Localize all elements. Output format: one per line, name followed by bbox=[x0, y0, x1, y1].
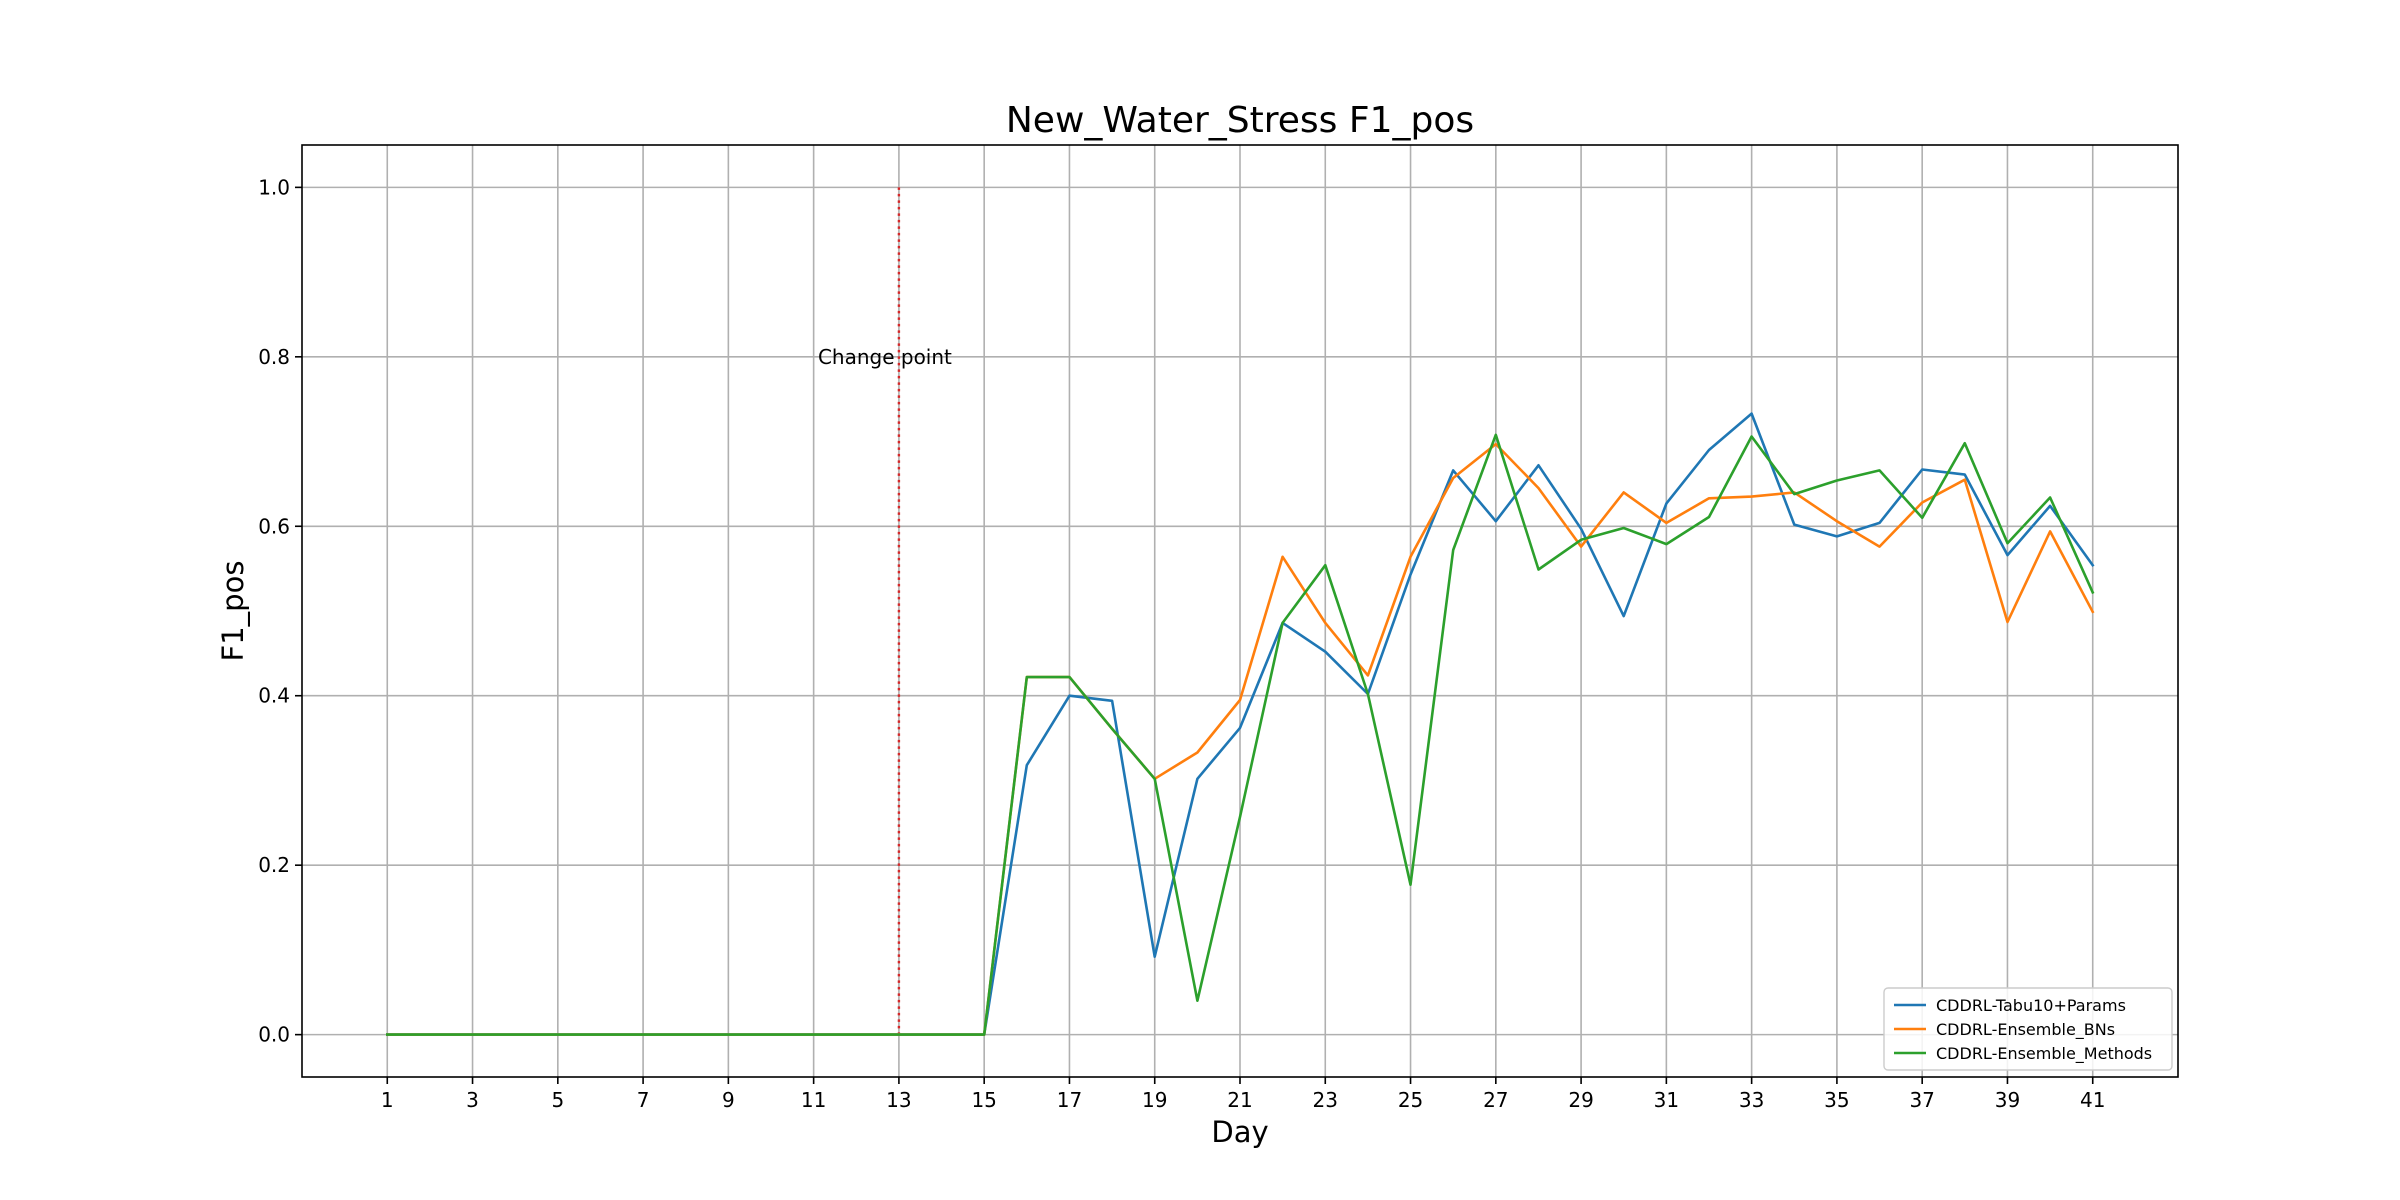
x-tick-label: 1 bbox=[381, 1088, 394, 1112]
y-tick-label: 0.4 bbox=[258, 684, 290, 708]
legend-box bbox=[1883, 987, 2173, 1071]
x-tick-label: 29 bbox=[1568, 1088, 1593, 1112]
x-tick-label: 23 bbox=[1313, 1088, 1338, 1112]
x-tick-label: 39 bbox=[1995, 1088, 2020, 1112]
annotations: Change point bbox=[818, 187, 952, 1035]
y-tick-label: 0.6 bbox=[258, 514, 290, 538]
legend: CDDRL-Tabu10+Params CDDRL-Ensemble_BNs CDD… bbox=[1883, 987, 2173, 1071]
x-tick-label: 37 bbox=[1909, 1088, 1934, 1112]
x-tick-label: 17 bbox=[1057, 1088, 1082, 1112]
legend-entry: CDDRL-Tabu10+Params bbox=[1936, 996, 2126, 1015]
y-tick-label: 1.0 bbox=[258, 175, 290, 199]
y-tick-label: 0.2 bbox=[258, 853, 290, 877]
x-tick-label: 25 bbox=[1398, 1088, 1423, 1112]
x-tick-label: 19 bbox=[1142, 1088, 1167, 1112]
ticks: 1 3 5 7 9 11 13 15 17 19 21 23 25 27 29 31 33 35 37 39 410.0… bbox=[258, 175, 2105, 1112]
x-axis-label: Day bbox=[1211, 1115, 1268, 1149]
x-tick-label: 27 bbox=[1483, 1088, 1508, 1112]
series-lines bbox=[385, 412, 2095, 1036]
legend-entry: CDDRL-Ensemble_BNs bbox=[1936, 1020, 2115, 1040]
x-tick-label: 3 bbox=[466, 1088, 479, 1112]
x-tick-label: 7 bbox=[637, 1088, 650, 1112]
y-tick-label: 0.8 bbox=[258, 345, 290, 369]
y-axis-label: F1_pos bbox=[216, 561, 250, 662]
y-tick-label: 0.0 bbox=[258, 1023, 290, 1047]
x-tick-label: 11 bbox=[801, 1088, 826, 1112]
legend-entry: CDDRL-Ensemble_Methods bbox=[1936, 1044, 2152, 1064]
chart-title: New_Water_Stress F1_pos bbox=[1006, 100, 1474, 141]
x-tick-label: 15 bbox=[971, 1088, 996, 1112]
x-tick-label: 33 bbox=[1739, 1088, 1764, 1112]
x-tick-label: 41 bbox=[2080, 1088, 2105, 1112]
series-line-2 bbox=[385, 433, 2095, 1036]
x-tick-label: 35 bbox=[1824, 1088, 1849, 1112]
x-tick-label: 9 bbox=[722, 1088, 735, 1112]
change-point-label: Change point bbox=[818, 345, 952, 369]
x-tick-label: 31 bbox=[1654, 1088, 1679, 1112]
x-tick-label: 21 bbox=[1227, 1088, 1252, 1112]
x-tick-label: 5 bbox=[551, 1088, 564, 1112]
x-tick-label: 13 bbox=[886, 1088, 911, 1112]
